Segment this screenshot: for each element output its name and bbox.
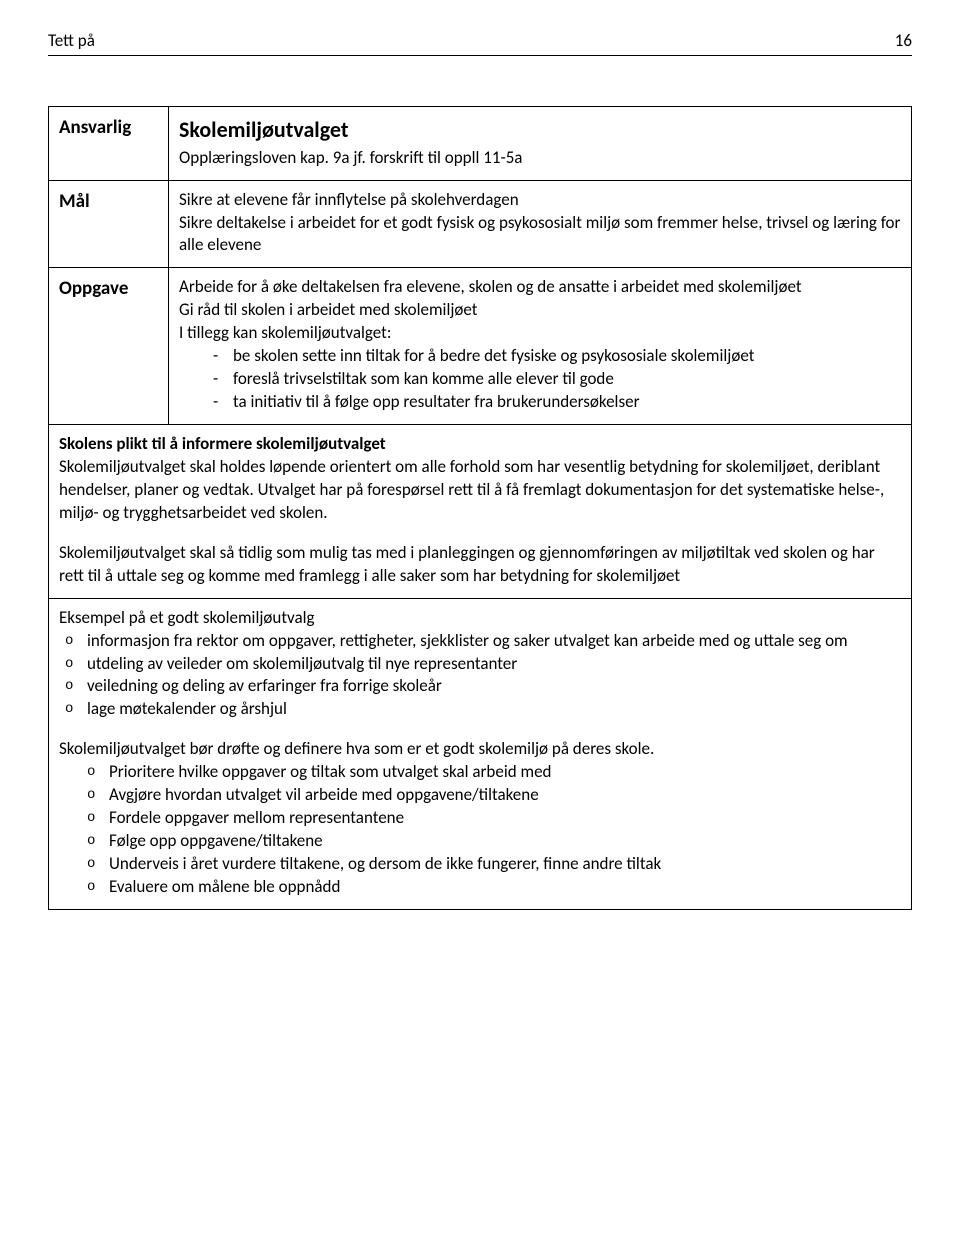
cell-plikt: Skolens plikt til å informere skolemiljø… [49,425,912,599]
o-item: informasjon fra rektor om oppgaver, rett… [59,630,901,653]
row-oppgave: Oppgave Arbeide for å øke deltakelsen fr… [49,268,912,425]
oppgave-dash-list: be skolen sette inn tiltak for å bedre d… [179,345,901,414]
dash-item: ta initiativ til å følge opp resultater … [179,391,901,414]
oppgave-line2: Gi råd til skolen i arbeidet med skolemi… [179,299,901,322]
page-number: 16 [895,30,912,53]
main-table: Ansvarlig Skolemiljøutvalget Opplæringsl… [48,106,912,910]
o-item: utdeling av veileder om skolemiljøutvalg… [59,653,901,676]
o-item: Følge opp oppgavene/tiltakene [59,830,901,853]
row-eksempel: Eksempel på et godt skolemiljøutvalg inf… [49,598,912,909]
cell-ansvarlig: Skolemiljøutvalget Opplæringsloven kap. … [169,106,912,180]
header-rule [48,55,912,56]
committee-sub: Opplæringsloven kap. 9a jf. forskrift ti… [179,147,901,170]
oppgave-line1: Arbeide for å øke deltakelsen fra eleven… [179,276,901,299]
page-header: Tett på 16 [48,30,912,53]
row-plikt: Skolens plikt til å informere skolemiljø… [49,425,912,599]
label-maal: Mål [49,180,169,268]
cell-eksempel: Eksempel på et godt skolemiljøutvalg inf… [49,598,912,909]
o-item: Prioritere hvilke oppgaver og tiltak som… [59,761,901,784]
label-oppgave: Oppgave [49,268,169,425]
committee-title: Skolemiljøutvalget [179,115,901,145]
dash-item: be skolen sette inn tiltak for å bedre d… [179,345,901,368]
plikt-para1: Skolemiljøutvalget skal holdes løpende o… [59,456,884,523]
eksempel-title: Eksempel på et godt skolemiljøutvalg [59,607,901,630]
cell-maal: Sikre at elevene får innflytelse på skol… [169,180,912,268]
eksempel-list: informasjon fra rektor om oppgaver, rett… [59,630,901,722]
o-item: Evaluere om målene ble oppnådd [59,876,901,899]
cell-oppgave: Arbeide for å øke deltakelsen fra eleven… [169,268,912,425]
label-ansvarlig: Ansvarlig [49,106,169,180]
doc-title: Tett på [48,30,95,53]
o-item: Fordele oppgaver mellom representantene [59,807,901,830]
row-maal: Mål Sikre at elevene får innflytelse på … [49,180,912,268]
o-item: Underveis i året vurdere tiltakene, og d… [59,853,901,876]
plikt-title: Skolens plikt til å informere skolemiljø… [59,433,386,454]
eksempel-inner-list: Prioritere hvilke oppgaver og tiltak som… [59,761,901,899]
plikt-para2: Skolemiljøutvalget skal så tidlig som mu… [59,542,875,586]
o-item: veiledning og deling av erfaringer fra f… [59,675,901,698]
row-ansvarlig: Ansvarlig Skolemiljøutvalget Opplæringsl… [49,106,912,180]
oppgave-line3: I tillegg kan skolemiljøutvalget: [179,322,901,345]
dash-item: foreslå trivselstiltak som kan komme all… [179,368,901,391]
maal-line1: Sikre at elevene får innflytelse på skol… [179,189,901,212]
maal-line2: Sikre deltakelse i arbeidet for et godt … [179,212,901,258]
eksempel-para2: Skolemiljøutvalget bør drøfte og definer… [59,738,901,761]
o-item: lage møtekalender og årshjul [59,698,901,721]
o-item: Avgjøre hvordan utvalget vil arbeide med… [59,784,901,807]
